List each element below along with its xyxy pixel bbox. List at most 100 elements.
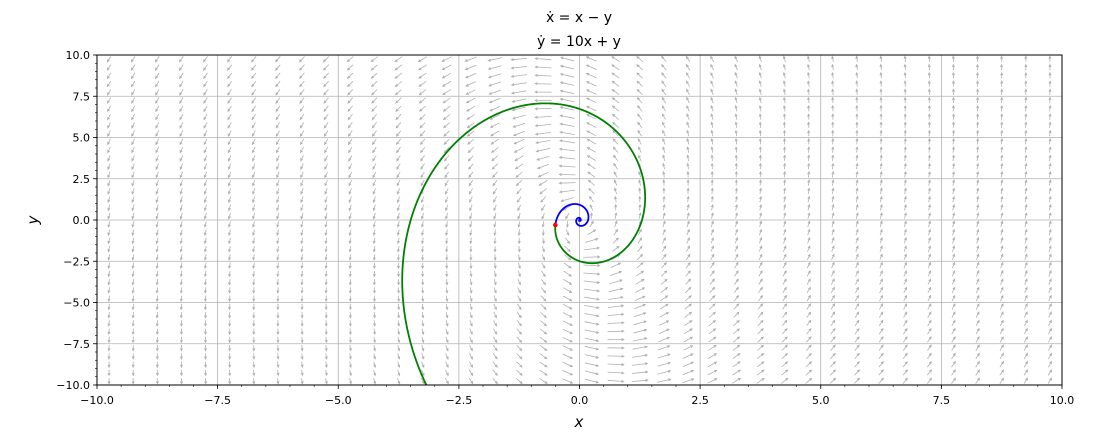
vector-field-arrow bbox=[662, 195, 666, 203]
vector-field-arrow bbox=[324, 328, 328, 336]
vector-field-arrow bbox=[348, 237, 352, 245]
vector-field-arrow bbox=[204, 320, 208, 327]
vector-field-arrow bbox=[928, 203, 931, 211]
vector-field-arrow bbox=[131, 146, 135, 154]
vector-field-arrow bbox=[516, 344, 523, 352]
y-tick-label: 2.5 bbox=[73, 173, 91, 186]
vector-field-arrow bbox=[203, 138, 208, 146]
vector-field-arrow bbox=[608, 296, 624, 300]
vector-field-arrow bbox=[227, 113, 232, 121]
vector-field-arrow bbox=[397, 270, 401, 278]
vector-field-arrow bbox=[903, 121, 907, 128]
vector-field-arrow bbox=[1000, 245, 1004, 252]
vector-field-arrow bbox=[348, 155, 353, 162]
vector-field-arrow bbox=[131, 155, 135, 162]
vector-field-arrow bbox=[324, 204, 328, 212]
vector-field-arrow bbox=[660, 55, 667, 63]
vector-field-arrow bbox=[614, 212, 618, 219]
vector-field-arrow bbox=[421, 312, 425, 319]
vector-field-arrow bbox=[758, 96, 762, 104]
vector-field-arrow bbox=[324, 345, 328, 352]
vector-field-arrow bbox=[155, 369, 159, 377]
vector-field-arrow bbox=[734, 170, 738, 178]
vector-field-arrow bbox=[421, 344, 425, 352]
vector-field-arrow bbox=[107, 361, 111, 369]
vector-field-arrow bbox=[228, 361, 232, 369]
vector-field-arrow bbox=[710, 72, 714, 79]
vector-field-arrow bbox=[707, 353, 718, 359]
vector-field-arrow bbox=[228, 246, 232, 253]
vector-field-arrow bbox=[805, 361, 813, 368]
vector-field-arrow bbox=[807, 212, 811, 219]
vector-field-arrow bbox=[539, 378, 548, 384]
vector-field-arrow bbox=[299, 105, 305, 113]
vector-field-arrow bbox=[854, 352, 860, 360]
vector-field-arrow bbox=[756, 369, 765, 376]
vector-field-arrow bbox=[179, 212, 183, 220]
vector-field-arrow bbox=[612, 245, 620, 252]
vector-field-arrow bbox=[614, 203, 618, 211]
vector-field-arrow bbox=[708, 311, 716, 318]
vector-field-arrow bbox=[348, 221, 352, 228]
vector-field-arrow bbox=[465, 97, 476, 104]
vector-field-arrow bbox=[781, 327, 788, 335]
vector-field-arrow bbox=[107, 155, 111, 162]
vector-field-arrow bbox=[562, 303, 573, 310]
vector-field-arrow bbox=[155, 336, 159, 344]
vector-field-arrow bbox=[976, 187, 980, 194]
vector-field-arrow bbox=[636, 262, 644, 269]
vector-field-arrow bbox=[587, 179, 595, 186]
vector-field-arrow bbox=[252, 378, 256, 385]
vector-field-arrow bbox=[155, 204, 159, 212]
vector-field-arrow bbox=[831, 212, 835, 219]
vector-field-arrow bbox=[732, 353, 741, 360]
vector-field-arrow bbox=[565, 221, 569, 228]
vector-field-arrow bbox=[300, 212, 304, 220]
vector-field-arrow bbox=[348, 171, 353, 179]
vector-field-arrow bbox=[613, 154, 619, 162]
vector-field-arrow bbox=[952, 162, 955, 170]
vector-field-arrow bbox=[661, 253, 667, 261]
vector-field-arrow bbox=[421, 221, 424, 228]
vector-field-arrow bbox=[927, 303, 932, 310]
x-tick-label: 7.5 bbox=[933, 394, 951, 407]
vector-field-arrow bbox=[733, 286, 739, 294]
vector-field-arrow bbox=[444, 155, 450, 162]
vector-field-arrow bbox=[709, 295, 716, 302]
vector-field-arrow bbox=[661, 72, 667, 79]
vector-field-arrow bbox=[1024, 220, 1028, 228]
vector-field-arrow bbox=[346, 64, 354, 71]
vector-field-arrow bbox=[757, 336, 764, 343]
vector-field-arrow bbox=[831, 137, 835, 145]
vector-field-arrow bbox=[203, 130, 208, 137]
vector-field-arrow bbox=[276, 179, 280, 187]
vector-field-arrow bbox=[710, 129, 714, 137]
vector-field-arrow bbox=[468, 188, 473, 195]
vector-field-arrow bbox=[396, 163, 401, 170]
y-axis-label: y bbox=[24, 214, 42, 225]
vector-field-arrow bbox=[444, 163, 450, 170]
vector-field-arrow bbox=[758, 63, 762, 71]
vector-field-arrow bbox=[251, 80, 257, 88]
vector-field-arrow bbox=[251, 105, 256, 113]
vector-field-arrow bbox=[902, 377, 908, 384]
vector-field-arrow bbox=[559, 122, 575, 127]
vector-field-arrow bbox=[371, 97, 378, 104]
vector-field-arrow bbox=[1048, 154, 1052, 161]
vector-field-arrow bbox=[1047, 360, 1053, 368]
vector-field-arrow bbox=[734, 162, 738, 170]
vector-field-arrow bbox=[465, 89, 476, 95]
vector-field-arrow bbox=[807, 236, 811, 244]
vector-field-arrow bbox=[807, 187, 811, 194]
vector-field-arrow bbox=[131, 72, 136, 80]
vector-field-arrow bbox=[879, 96, 883, 104]
vector-field-arrow bbox=[662, 179, 666, 186]
vector-field-arrow bbox=[493, 278, 497, 286]
vector-field-arrow bbox=[202, 56, 208, 63]
vector-field-arrow bbox=[155, 361, 159, 369]
vector-field-arrow bbox=[445, 246, 449, 253]
vector-field-arrow bbox=[1024, 104, 1028, 112]
vector-field-arrow bbox=[1000, 113, 1004, 120]
vector-field-arrow bbox=[421, 369, 425, 377]
vector-field-arrow bbox=[584, 337, 600, 343]
